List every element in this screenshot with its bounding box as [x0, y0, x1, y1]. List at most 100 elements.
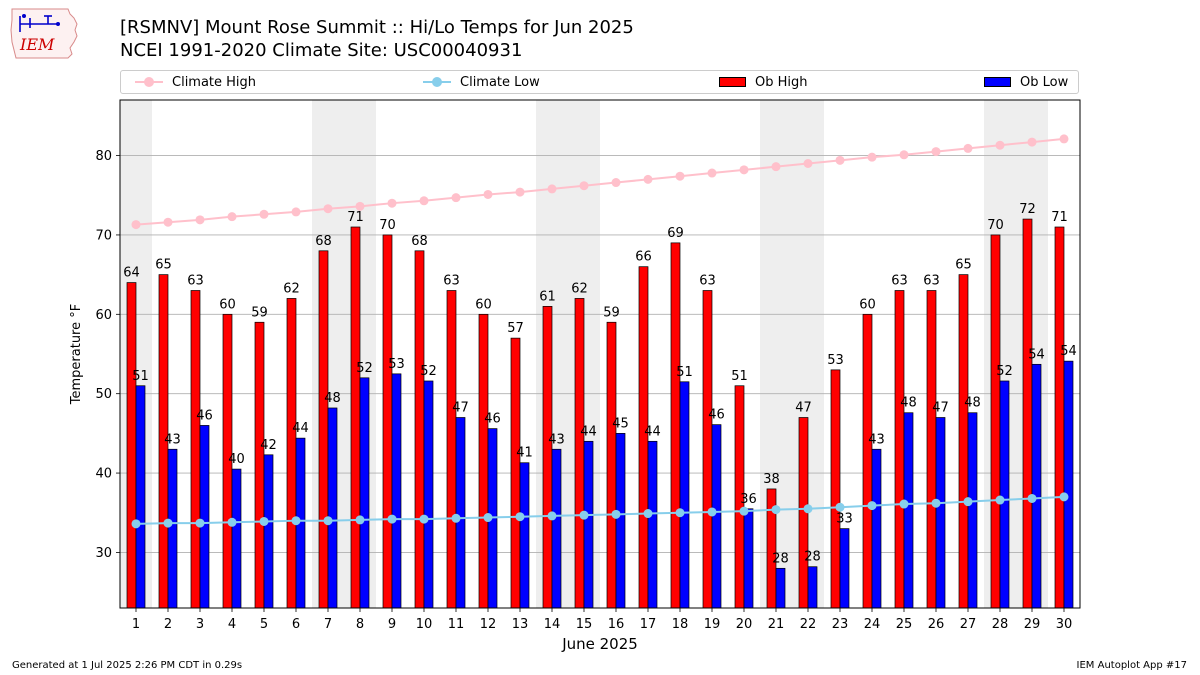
climate-high-point [643, 174, 653, 184]
climate-high-point [963, 143, 973, 153]
legend-label-climate-high: Climate High [172, 74, 257, 90]
ob-low-bar [647, 440, 658, 609]
x-tick-label: 1 [132, 617, 140, 632]
ob-high-bar [414, 250, 425, 609]
ob-low-bar [775, 567, 786, 609]
ob-low-data-label: 54 [1060, 344, 1077, 359]
ob-high-data-label: 51 [731, 369, 748, 384]
ob-low-bar [423, 380, 434, 609]
ob-low-data-label: 54 [1028, 347, 1045, 362]
ob-low-data-label: 42 [260, 438, 277, 453]
climate-high-point [163, 217, 173, 227]
climate-high-point [483, 189, 493, 199]
x-tick-label: 27 [960, 617, 977, 632]
ob-low-swatch [984, 77, 1011, 87]
climate-high-point [1027, 137, 1037, 147]
ob-high-bar [958, 274, 969, 609]
ob-high-data-label: 69 [667, 226, 684, 241]
ob-high-data-label: 63 [187, 274, 204, 289]
x-tick-label: 8 [356, 617, 364, 632]
ob-low-bar [135, 385, 146, 609]
x-tick-label: 9 [388, 617, 396, 632]
ob-high-data-label: 72 [1019, 202, 1036, 217]
y-tick-label: 60 [95, 308, 112, 323]
ob-low-bar [167, 448, 178, 609]
x-tick-label: 24 [864, 617, 881, 632]
ob-low-data-label: 44 [580, 424, 597, 439]
ob-low-bar [391, 373, 402, 609]
x-tick-label: 26 [928, 617, 945, 632]
climate-low-point [419, 514, 429, 524]
climate-high-point [195, 215, 205, 225]
legend-item-climate-high: Climate High [135, 74, 256, 90]
ob-low-bar [743, 508, 754, 609]
climate-high-point [675, 171, 685, 181]
ob-low-bar [455, 417, 466, 609]
climate-high-point [867, 152, 877, 162]
ob-high-data-label: 53 [827, 353, 844, 368]
climate-low-point [771, 505, 781, 515]
ob-high-data-label: 63 [923, 274, 940, 289]
ob-low-bar [1031, 363, 1042, 609]
climate-high-point [419, 196, 429, 206]
climate-high-point [323, 204, 333, 214]
ob-high-bar [382, 234, 393, 609]
climate-high-point [579, 181, 589, 191]
climate-low-point [547, 511, 557, 521]
ob-low-data-label: 43 [548, 432, 565, 447]
climate-high-point [355, 201, 365, 211]
ob-high-bar [126, 282, 137, 609]
climate-high-point [771, 162, 781, 172]
ob-low-bar [231, 468, 242, 609]
x-tick-label: 6 [292, 617, 300, 632]
ob-low-data-label: 36 [740, 492, 757, 507]
ob-high-data-label: 47 [795, 401, 812, 416]
climate-high-point [803, 159, 813, 168]
ob-high-bar [830, 369, 841, 609]
ob-high-data-label: 61 [539, 289, 556, 304]
legend-label-ob-low: Ob Low [1020, 74, 1069, 90]
climate-high-point [931, 147, 941, 157]
x-tick-label: 13 [512, 617, 529, 632]
x-tick-label: 11 [448, 617, 465, 632]
climate-low-point [323, 516, 333, 526]
x-tick-label: 10 [416, 617, 433, 632]
climate-low-point [355, 515, 365, 525]
ob-low-bar [551, 448, 562, 609]
climate-high-point [515, 187, 525, 197]
climate-high-point [291, 207, 301, 217]
iem-logo: IEM [10, 8, 78, 59]
climate-high-point [1059, 134, 1069, 144]
generated-timestamp: Generated at 1 Jul 2025 2:26 PM CDT in 0… [12, 660, 243, 671]
ob-low-data-label: 46 [484, 412, 501, 427]
ob-high-data-label: 66 [635, 250, 652, 265]
chart-title: [RSMNV] Mount Rose Summit :: Hi/Lo Temps… [120, 17, 634, 38]
chart-legend: Climate High Climate Low Ob High Ob Low [120, 70, 1079, 94]
climate-low-point [1059, 492, 1069, 502]
ob-low-data-label: 48 [964, 396, 981, 411]
legend-item-ob-high: Ob High [719, 74, 808, 90]
climate-low-point [451, 513, 461, 523]
climate-low-point [227, 517, 237, 527]
climate-low-point [259, 516, 269, 526]
ob-low-data-label: 52 [420, 364, 437, 379]
climate-low-point [291, 516, 301, 526]
ob-high-data-label: 63 [891, 274, 908, 289]
weather-station-icon [19, 14, 60, 32]
x-tick-label: 2 [164, 617, 172, 632]
x-tick-label: 3 [196, 617, 204, 632]
y-tick-label: 40 [95, 467, 112, 482]
ob-high-data-label: 68 [411, 234, 428, 249]
iowa-state-outline [10, 8, 78, 59]
legend-item-climate-low: Climate Low [423, 74, 540, 90]
climate-high-point [451, 193, 461, 203]
ob-high-bar [318, 250, 329, 609]
ob-low-bar [1063, 360, 1074, 609]
chart-subtitle: NCEI 1991-2020 Climate Site: USC00040931 [120, 40, 523, 61]
ob-high-bar [1022, 218, 1033, 609]
app-credit: IEM Autoplot App #17 [1076, 660, 1187, 671]
ob-high-bar [862, 313, 873, 609]
ob-high-bar [894, 290, 905, 609]
ob-high-bar [478, 313, 489, 609]
x-tick-label: 23 [832, 617, 849, 632]
